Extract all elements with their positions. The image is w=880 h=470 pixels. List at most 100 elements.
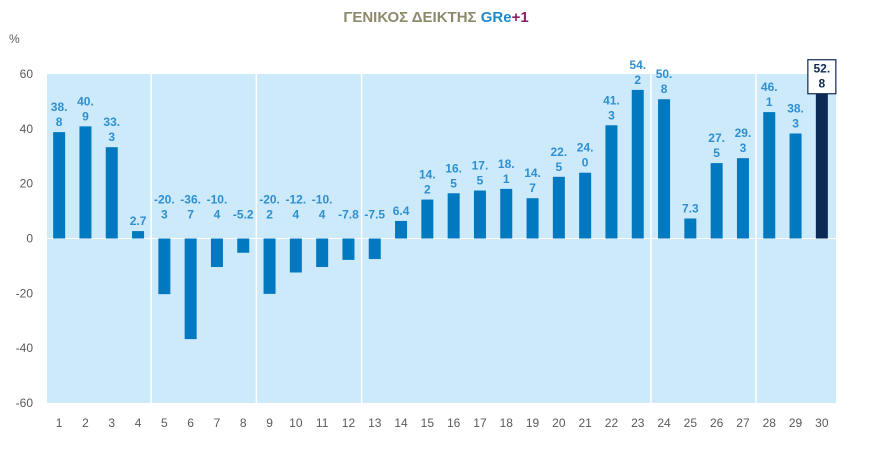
data-label: -5.2 <box>233 208 254 222</box>
bar <box>473 190 486 239</box>
bar <box>526 198 539 239</box>
chart-title-part-3: +1 <box>512 9 529 26</box>
y-tick-label: 20 <box>20 177 34 191</box>
data-label: 41. 3 <box>603 93 620 122</box>
x-tick-label: 24 <box>657 416 671 430</box>
data-label: 27. 5 <box>708 131 725 160</box>
x-tick-label: 21 <box>578 416 592 430</box>
x-tick-label: 3 <box>108 416 115 430</box>
x-tick-label: 8 <box>240 416 247 430</box>
x-tick-label: 17 <box>473 416 487 430</box>
x-tick-label: 1 <box>56 416 63 430</box>
x-tick-label: 11 <box>316 416 329 430</box>
bar <box>368 238 381 260</box>
x-tick-label: 23 <box>631 416 645 430</box>
data-label: 54. 2 <box>629 58 646 87</box>
bar <box>316 238 329 268</box>
x-tick-label: 19 <box>526 416 540 430</box>
bar <box>447 193 460 239</box>
x-tick-label: 25 <box>684 416 698 430</box>
bar <box>342 238 355 260</box>
bar <box>132 231 145 239</box>
bar <box>631 89 644 239</box>
data-label: 2.7 <box>130 214 147 228</box>
bar <box>289 238 302 273</box>
data-label: -10. 4 <box>207 193 228 222</box>
data-label: -20. 2 <box>259 193 280 222</box>
y-tick-label: -40 <box>16 341 34 355</box>
highlight-label-box <box>807 59 837 95</box>
bar <box>105 147 118 239</box>
y-axis-unit: % <box>9 32 20 46</box>
x-tick-label: 5 <box>161 416 168 430</box>
bar <box>421 199 434 239</box>
bar <box>158 238 171 295</box>
x-tick-label: 29 <box>789 416 803 430</box>
chart-title-part-1: GR <box>481 9 504 26</box>
data-label: 38. 3 <box>787 101 804 130</box>
x-tick-label: 20 <box>552 416 566 430</box>
bar <box>605 125 618 239</box>
data-label: 38. 8 <box>51 100 68 129</box>
x-tick-label: 9 <box>266 416 273 430</box>
x-tick-label: 10 <box>289 416 303 430</box>
x-tick-label: 27 <box>736 416 750 430</box>
y-tick-label: 40 <box>20 122 34 136</box>
bar <box>789 133 802 239</box>
x-tick-label: 4 <box>135 416 142 430</box>
bar <box>736 158 749 239</box>
x-tick-label: 30 <box>815 416 829 430</box>
chart-title-part-0: ΓΕΝΙΚΟΣ ΔΕΙΚΤΗΣ <box>343 9 480 26</box>
x-tick-label: 16 <box>447 416 461 430</box>
y-tick-label: 60 <box>20 67 34 81</box>
bar <box>710 163 723 239</box>
data-label: 7.3 <box>682 201 699 215</box>
bar <box>579 172 592 239</box>
x-tick-label: 7 <box>214 416 221 430</box>
x-tick-label: 15 <box>421 416 435 430</box>
chart-title-part-2: e <box>503 9 511 26</box>
x-tick-label: 26 <box>710 416 724 430</box>
x-tick-label: 22 <box>605 416 619 430</box>
bar <box>658 99 671 239</box>
bar <box>237 238 250 253</box>
bar <box>763 112 776 239</box>
y-tick-label: -20 <box>16 286 34 300</box>
data-label: 50. 8 <box>656 67 673 96</box>
chart-title: ΓΕΝΙΚΟΣ ΔΕΙΚΤΗΣ GRe+1 <box>343 9 528 26</box>
data-label: 33. 3 <box>103 115 120 144</box>
x-tick-label: 13 <box>368 416 382 430</box>
data-label: -36. 7 <box>180 193 201 222</box>
bar <box>79 126 92 239</box>
x-tick-label: 18 <box>500 416 514 430</box>
data-label: -10. 4 <box>312 193 333 222</box>
data-label: 40. 9 <box>77 94 94 123</box>
data-label: 22. 5 <box>551 145 568 174</box>
data-label: 24. 0 <box>577 141 594 170</box>
data-label: 6.4 <box>393 204 410 218</box>
bar <box>210 238 223 268</box>
x-tick-label: 14 <box>394 416 408 430</box>
x-tick-label: 12 <box>342 416 356 430</box>
data-label: -7.5 <box>364 208 385 222</box>
data-label: 46. 1 <box>761 80 778 109</box>
data-label: 14. 7 <box>524 166 541 195</box>
data-label: 14. 2 <box>419 168 436 197</box>
data-label: 16. 5 <box>445 161 462 190</box>
data-label: -7.8 <box>338 208 359 222</box>
x-tick-label: 2 <box>82 416 89 430</box>
x-tick-label: 6 <box>187 416 194 430</box>
data-label: 52. 8 <box>814 62 831 91</box>
y-tick-label: 0 <box>26 232 33 246</box>
bar <box>53 132 66 239</box>
y-tick-label: -60 <box>16 396 34 410</box>
data-label: 17. 5 <box>472 159 489 188</box>
data-label: -12. 4 <box>286 193 307 222</box>
bar <box>815 93 828 239</box>
data-label: -20. 3 <box>154 193 175 222</box>
data-label: 18. 1 <box>498 157 515 186</box>
bar <box>684 218 697 239</box>
bar <box>184 238 197 340</box>
bar <box>500 188 513 239</box>
